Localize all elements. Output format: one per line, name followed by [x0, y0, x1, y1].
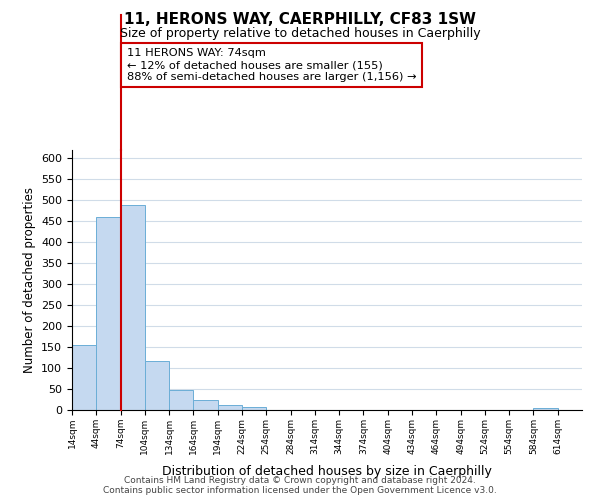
- Bar: [193, 400, 218, 410]
- Y-axis label: Number of detached properties: Number of detached properties: [23, 187, 35, 373]
- Bar: [145, 360, 169, 410]
- Text: 11 HERONS WAY: 74sqm
← 12% of detached houses are smaller (155)
88% of semi-deta: 11 HERONS WAY: 74sqm ← 12% of detached h…: [127, 48, 416, 82]
- Text: Size of property relative to detached houses in Caerphilly: Size of property relative to detached ho…: [119, 28, 481, 40]
- Text: Contains HM Land Registry data © Crown copyright and database right 2024.: Contains HM Land Registry data © Crown c…: [124, 476, 476, 485]
- Bar: [96, 217, 121, 410]
- Bar: [242, 406, 266, 410]
- Text: 11, HERONS WAY, CAERPHILLY, CF83 1SW: 11, HERONS WAY, CAERPHILLY, CF83 1SW: [124, 12, 476, 28]
- Bar: [533, 408, 558, 410]
- Text: Contains public sector information licensed under the Open Government Licence v3: Contains public sector information licen…: [103, 486, 497, 495]
- Bar: [121, 204, 145, 410]
- X-axis label: Distribution of detached houses by size in Caerphilly: Distribution of detached houses by size …: [162, 465, 492, 478]
- Bar: [169, 390, 193, 410]
- Bar: [218, 404, 242, 410]
- Bar: [72, 345, 96, 410]
